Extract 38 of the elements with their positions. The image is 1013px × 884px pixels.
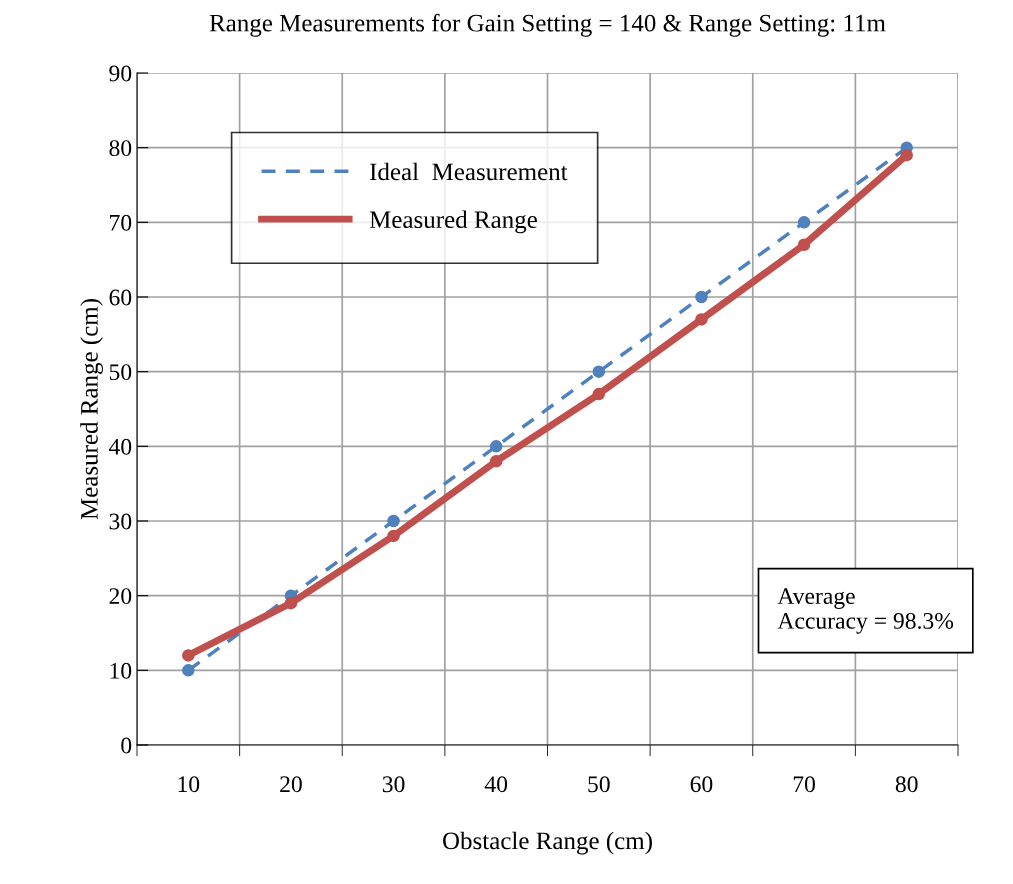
point bbox=[387, 514, 400, 528]
point bbox=[592, 387, 606, 401]
y-tick-label: 20 bbox=[109, 588, 132, 605]
point bbox=[182, 649, 195, 662]
annotation: Average Accuracy = 98.3% bbox=[777, 588, 954, 634]
y-tick-label: 70 bbox=[110, 214, 132, 231]
point bbox=[797, 238, 811, 251]
point bbox=[797, 216, 811, 229]
legend-label: Measured Range bbox=[369, 210, 537, 234]
y-tick-label: 30 bbox=[109, 513, 132, 530]
point bbox=[695, 290, 708, 304]
x-tick-label: 70 bbox=[793, 776, 815, 793]
x-tick-label: 40 bbox=[484, 776, 508, 793]
y-axis-title: Measured Range (cm) bbox=[80, 299, 103, 520]
y-tick-label: 40 bbox=[108, 438, 132, 455]
y-tick-label: 90 bbox=[109, 65, 132, 82]
x-axis-title: Obstacle Range (cm) bbox=[443, 831, 652, 855]
x-tick-label: 80 bbox=[895, 776, 918, 793]
x-tick-label: 10 bbox=[178, 776, 200, 793]
point bbox=[489, 440, 503, 453]
point bbox=[284, 596, 298, 610]
point bbox=[182, 664, 195, 677]
y-tick-label: 80 bbox=[109, 140, 132, 157]
chart-title: Range Measurements for Gain Setting = 140 & Range Setting: 11m bbox=[209, 13, 886, 37]
y-tick-label: 60 bbox=[109, 289, 132, 306]
x-tick-label: 50 bbox=[588, 776, 610, 793]
legend-label: Ideal Measurement bbox=[370, 162, 568, 181]
y-tick-label: 0 bbox=[121, 737, 132, 754]
point bbox=[387, 529, 400, 543]
x-tick-label: 20 bbox=[280, 776, 302, 793]
point bbox=[900, 148, 913, 162]
point bbox=[592, 365, 606, 378]
y-tick-label: 50 bbox=[109, 364, 132, 381]
x-tick-label: 30 bbox=[382, 776, 405, 793]
y-tick-label: 10 bbox=[110, 662, 132, 679]
point bbox=[695, 313, 708, 326]
x-tick-label: 60 bbox=[690, 776, 713, 793]
point bbox=[489, 455, 503, 468]
